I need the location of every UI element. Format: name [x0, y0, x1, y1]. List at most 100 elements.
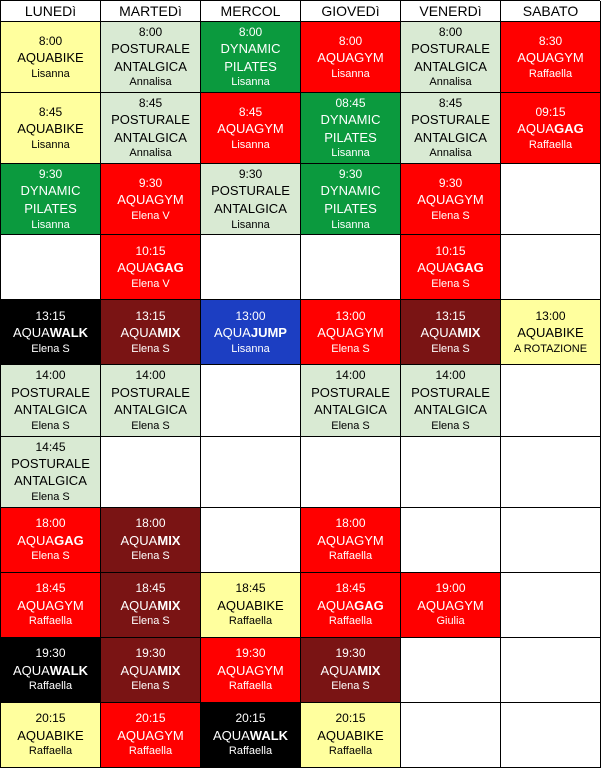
cell-activity: AQUABIKE	[217, 597, 283, 615]
cell-activity: AQUAMIX	[121, 324, 181, 342]
cell-time: 13:00	[335, 308, 365, 324]
cell-instructor: Raffaella	[229, 679, 272, 694]
cell-time: 9:30	[439, 175, 462, 191]
cell-activity: POSTURALEANTALGICA	[411, 40, 490, 75]
schedule-cell: 8:00POSTURALEANTALGICAAnnalisa	[101, 22, 201, 93]
cell-time: 8:45	[139, 95, 162, 111]
day-header-0: LUNEDì	[1, 1, 101, 22]
cell-instructor: Raffaella	[529, 67, 572, 82]
cell-activity: AQUAGYM	[417, 191, 483, 209]
cell-time: 14:00	[35, 367, 65, 383]
cell-time: 18:00	[35, 515, 65, 531]
cell-activity: AQUAGAG	[17, 532, 83, 550]
cell-time: 20:15	[135, 710, 165, 726]
schedule-cell: 19:30AQUAMIXElena S	[301, 638, 401, 703]
schedule-cell: 18:00AQUAGAGElena S	[1, 508, 101, 573]
cell-instructor: Lisanna	[331, 146, 370, 161]
schedule-cell: 09:15AQUAGAGRaffaella	[501, 93, 601, 164]
schedule-cell: 19:00AQUAGYMGiulia	[401, 573, 501, 638]
schedule-cell: 9:30AQUAGYMElena V	[101, 164, 201, 235]
cell-time: 13:15	[135, 308, 165, 324]
schedule-cell: 19:30AQUAMIXElena S	[101, 638, 201, 703]
schedule-cell: 8:00POSTURALEANTALGICAAnnalisa	[401, 22, 501, 93]
schedule-cell: 14:00POSTURALEANTALGICAElena S	[301, 365, 401, 436]
cell-instructor: Elena S	[31, 490, 70, 505]
cell-instructor: Raffaella	[129, 744, 172, 759]
schedule-grid: LUNEDìMARTEDìMERCOLGIOVEDìVENERDìSABATO8…	[0, 0, 600, 768]
cell-activity: POSTURALEANTALGICA	[311, 384, 390, 419]
cell-time: 13:00	[535, 308, 565, 324]
cell-instructor: Annalisa	[129, 75, 171, 90]
cell-time: 9:30	[139, 175, 162, 191]
schedule-cell: 9:30AQUAGYMElena S	[401, 164, 501, 235]
cell-activity: AQUAGYM	[17, 597, 83, 615]
cell-activity: AQUAGAG	[117, 259, 183, 277]
cell-activity: AQUAJUMP	[214, 324, 287, 342]
cell-instructor: Elena S	[131, 342, 170, 357]
schedule-cell: 13:00AQUAGYMElena S	[301, 300, 401, 365]
cell-instructor: Raffaella	[329, 614, 372, 629]
empty-cell	[501, 235, 601, 300]
cell-instructor: Elena S	[131, 549, 170, 564]
cell-instructor: Elena S	[431, 209, 470, 224]
empty-cell	[201, 508, 301, 573]
schedule-cell: 20:15AQUABIKERaffaella	[301, 703, 401, 768]
cell-instructor: Elena S	[331, 679, 370, 694]
cell-activity: POSTURALEANTALGICA	[411, 384, 490, 419]
empty-cell	[501, 508, 601, 573]
cell-activity: POSTURALEANTALGICA	[111, 111, 190, 146]
schedule-cell: 14:00POSTURALEANTALGICAElena S	[1, 365, 101, 436]
empty-cell	[501, 164, 601, 235]
cell-activity: AQUAMIX	[121, 532, 181, 550]
cell-time: 8:45	[239, 104, 262, 120]
cell-time: 18:45	[335, 580, 365, 596]
cell-instructor: Lisanna	[331, 218, 370, 233]
schedule-cell: 13:00AQUABIKEA ROTAZIONE	[501, 300, 601, 365]
schedule-cell: 19:30AQUAGYMRaffaella	[201, 638, 301, 703]
cell-instructor: Elena S	[431, 419, 470, 434]
cell-time: 8:00	[39, 33, 62, 49]
cell-time: 9:30	[339, 166, 362, 182]
schedule-cell: 8:30AQUAGYMRaffaella	[501, 22, 601, 93]
empty-cell	[401, 437, 501, 508]
cell-instructor: Lisanna	[31, 67, 70, 82]
cell-instructor: Elena S	[131, 614, 170, 629]
cell-activity: POSTURALEANTALGICA	[111, 40, 190, 75]
cell-time: 8:45	[39, 104, 62, 120]
schedule-cell: 10:15AQUAGAGElena S	[401, 235, 501, 300]
schedule-cell: 18:45AQUAMIXElena S	[101, 573, 201, 638]
schedule-cell: 20:15AQUAWALKRaffaella	[201, 703, 301, 768]
cell-time: 9:30	[39, 166, 62, 182]
cell-activity: DYNAMICPILATES	[221, 40, 281, 75]
schedule-cell: 8:45AQUABIKELisanna	[1, 93, 101, 164]
schedule-cell: 9:30DYNAMICPILATESLisanna	[1, 164, 101, 235]
cell-instructor: Lisanna	[231, 342, 270, 357]
empty-cell	[501, 437, 601, 508]
cell-instructor: Lisanna	[31, 218, 70, 233]
cell-time: 14:00	[435, 367, 465, 383]
schedule-cell: 10:15AQUAGAGElena V	[101, 235, 201, 300]
cell-time: 18:00	[335, 515, 365, 531]
schedule-cell: 8:45POSTURALEANTALGICAAnnalisa	[101, 93, 201, 164]
cell-time: 8:00	[239, 24, 262, 40]
cell-time: 09:15	[535, 104, 565, 120]
schedule-cell: 18:45AQUAGYMRaffaella	[1, 573, 101, 638]
cell-time: 8:00	[339, 33, 362, 49]
schedule-cell: 18:00AQUAGYMRaffaella	[301, 508, 401, 573]
schedule-cell: 08:45DYNAMICPILATESLisanna	[301, 93, 401, 164]
cell-activity: AQUAGYM	[217, 120, 283, 138]
schedule-cell: 19:30AQUAWALKRaffaella	[1, 638, 101, 703]
empty-cell	[401, 508, 501, 573]
empty-cell	[501, 638, 601, 703]
schedule-cell: 14:00POSTURALEANTALGICAElena S	[401, 365, 501, 436]
empty-cell	[101, 437, 201, 508]
cell-activity: AQUABIKE	[17, 120, 83, 138]
cell-activity: POSTURALEANTALGICA	[11, 455, 90, 490]
schedule-cell: 13:15AQUAMIXElena S	[101, 300, 201, 365]
cell-instructor: Lisanna	[31, 138, 70, 153]
schedule-cell: 8:45POSTURALEANTALGICAAnnalisa	[401, 93, 501, 164]
cell-time: 19:30	[135, 645, 165, 661]
schedule-cell: 8:00DYNAMICPILATESLisanna	[201, 22, 301, 93]
schedule-cell: 20:15AQUAGYMRaffaella	[101, 703, 201, 768]
cell-instructor: Annalisa	[129, 146, 171, 161]
